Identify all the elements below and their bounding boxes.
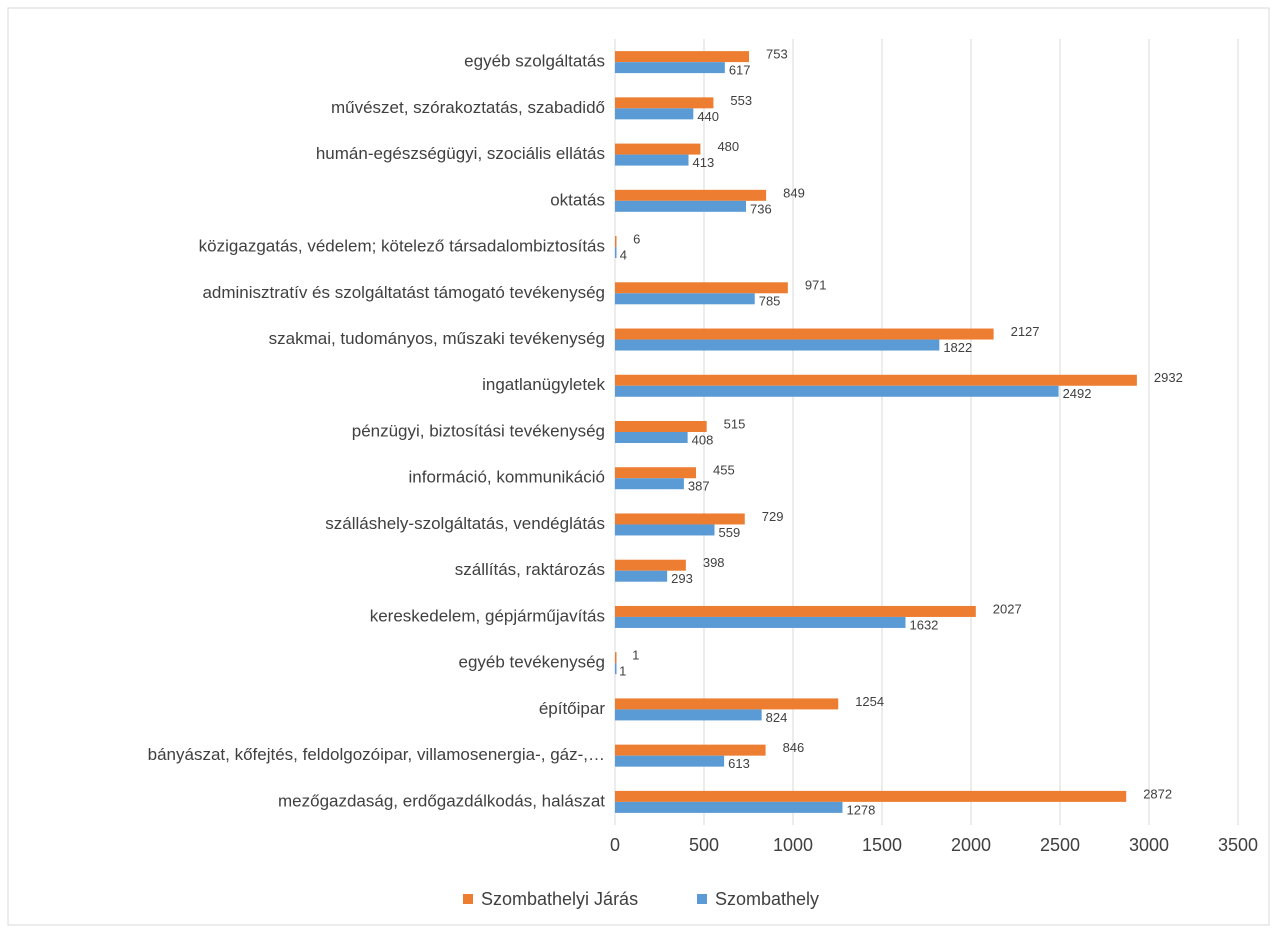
legend-label: Szombathely bbox=[715, 889, 819, 909]
y-tick-label: bányászat, kőfejtés, feldolgozóipar, vil… bbox=[148, 745, 605, 764]
y-tick-label: információ, kommunikáció bbox=[408, 468, 605, 487]
data-label: 480 bbox=[717, 139, 739, 154]
bar bbox=[615, 524, 715, 536]
x-tick-label: 0 bbox=[610, 835, 620, 855]
data-label: 4 bbox=[620, 247, 627, 262]
data-label: 1 bbox=[632, 648, 639, 663]
legend-swatch bbox=[697, 894, 707, 904]
data-label: 785 bbox=[759, 294, 781, 309]
y-tick-label: építőipar bbox=[539, 699, 605, 718]
data-label: 408 bbox=[692, 432, 714, 447]
data-label: 824 bbox=[766, 710, 788, 725]
bar bbox=[615, 247, 617, 259]
bar bbox=[615, 97, 714, 109]
bar bbox=[615, 189, 767, 201]
bar bbox=[615, 698, 839, 710]
bar bbox=[615, 293, 755, 305]
data-label: 398 bbox=[703, 555, 725, 570]
data-label: 736 bbox=[750, 201, 772, 216]
bar bbox=[615, 108, 694, 120]
bar bbox=[615, 790, 1127, 802]
bar bbox=[615, 385, 1059, 397]
y-tick-label: mezőgazdaság, erdőgazdálkodás, halászat bbox=[278, 791, 605, 810]
bar bbox=[615, 374, 1137, 386]
y-tick-label: szálláshely-szolgáltatás, vendéglátás bbox=[325, 514, 605, 533]
bar bbox=[615, 513, 745, 525]
y-tick-label: ingatlanügyletek bbox=[482, 375, 605, 394]
bar bbox=[615, 652, 617, 664]
y-tick-label: oktatás bbox=[550, 190, 605, 209]
x-tick-label: 3000 bbox=[1129, 835, 1169, 855]
data-label: 559 bbox=[719, 525, 741, 540]
bar bbox=[615, 236, 617, 248]
bar bbox=[615, 467, 696, 479]
data-label: 553 bbox=[730, 93, 752, 108]
data-label: 387 bbox=[688, 479, 710, 494]
bar bbox=[615, 432, 688, 443]
y-tick-label: pénzügyi, biztosítási tevékenység bbox=[352, 421, 605, 440]
data-label: 846 bbox=[783, 740, 805, 755]
bar bbox=[615, 328, 994, 340]
x-tick-label: 2500 bbox=[1040, 835, 1080, 855]
x-tick-label: 500 bbox=[689, 835, 719, 855]
data-label: 729 bbox=[762, 509, 784, 524]
data-label: 849 bbox=[783, 185, 805, 200]
bar bbox=[615, 663, 617, 675]
bar bbox=[615, 570, 668, 582]
bar bbox=[615, 421, 707, 432]
data-label: 1822 bbox=[943, 340, 972, 355]
bar bbox=[615, 616, 906, 628]
data-label: 971 bbox=[805, 278, 827, 293]
bar bbox=[615, 744, 766, 756]
y-tick-label: egyéb szolgáltatás bbox=[464, 52, 605, 71]
data-label: 2872 bbox=[1143, 786, 1172, 801]
bar bbox=[615, 154, 689, 166]
bar bbox=[615, 605, 976, 617]
bar bbox=[615, 339, 940, 351]
data-label: 1632 bbox=[909, 617, 938, 632]
data-label: 617 bbox=[729, 63, 751, 78]
data-label: 293 bbox=[671, 571, 693, 586]
bar bbox=[615, 559, 686, 571]
bar bbox=[615, 801, 843, 813]
bar bbox=[615, 755, 725, 767]
data-label: 1 bbox=[619, 664, 626, 679]
y-tick-label: közigazgatás, védelem; kötelező társadal… bbox=[199, 237, 605, 256]
data-label: 2127 bbox=[1011, 324, 1040, 339]
y-tick-label: kereskedelem, gépjárműjavítás bbox=[370, 606, 605, 625]
y-tick-label: szállítás, raktározás bbox=[455, 560, 605, 579]
y-tick-label: humán-egészségügyi, szociális ellátás bbox=[316, 144, 605, 163]
x-tick-label: 2000 bbox=[951, 835, 991, 855]
data-label: 440 bbox=[697, 109, 719, 124]
data-label: 1278 bbox=[846, 802, 875, 817]
bar bbox=[615, 51, 750, 63]
data-label: 1254 bbox=[855, 694, 884, 709]
data-label: 515 bbox=[724, 416, 746, 431]
y-tick-label: szakmai, tudományos, műszaki tevékenység bbox=[269, 329, 605, 348]
y-tick-label: egyéb tevékenység bbox=[459, 653, 606, 672]
data-label: 2492 bbox=[1063, 386, 1092, 401]
x-tick-label: 1500 bbox=[862, 835, 902, 855]
x-tick-label: 1000 bbox=[773, 835, 813, 855]
bar bbox=[615, 62, 725, 74]
data-label: 413 bbox=[693, 155, 715, 170]
legend-label: Szombathelyi Járás bbox=[481, 889, 638, 909]
bar bbox=[615, 709, 762, 721]
data-label: 2932 bbox=[1154, 370, 1183, 385]
bar bbox=[615, 200, 747, 212]
x-tick-label: 3500 bbox=[1218, 835, 1258, 855]
bar bbox=[615, 143, 701, 155]
y-tick-label: művészet, szórakoztatás, szabadidő bbox=[331, 98, 605, 117]
bar bbox=[615, 282, 788, 294]
data-label: 753 bbox=[766, 47, 788, 62]
bar bbox=[615, 478, 684, 490]
y-tick-label: adminisztratív és szolgáltatást támogató… bbox=[202, 283, 605, 302]
data-label: 455 bbox=[713, 463, 735, 478]
data-label: 2027 bbox=[993, 601, 1022, 616]
legend-swatch bbox=[463, 894, 473, 904]
data-label: 613 bbox=[728, 756, 750, 771]
data-label: 6 bbox=[633, 231, 640, 246]
